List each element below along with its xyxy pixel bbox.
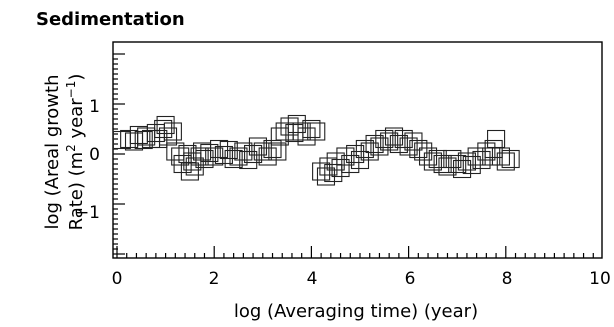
data-point-square — [129, 125, 148, 145]
data-point-square — [312, 162, 331, 181]
data-point-square — [275, 122, 294, 141]
data-point-square — [453, 159, 472, 179]
data-point-square — [389, 134, 408, 154]
x-axis-label: log (Averaging time) (year) — [234, 301, 478, 322]
data-point-square — [428, 149, 447, 169]
x-tick-label: 0 — [112, 269, 123, 289]
data-point-square — [409, 139, 428, 159]
data-point-square — [457, 152, 476, 171]
data-point-square — [248, 137, 267, 156]
y-axis-label-line1: log (Areal growth — [42, 75, 63, 230]
x-tick-label: 8 — [502, 269, 513, 289]
data-point-square — [280, 117, 299, 136]
data-point-square — [380, 132, 399, 151]
y-axis-label-line2: Rate) (m2 year−1) — [64, 74, 87, 231]
x-tick-label: 4 — [307, 269, 318, 289]
data-point-square — [302, 119, 321, 139]
x-tick-label: 2 — [209, 269, 220, 289]
data-point-square — [134, 130, 153, 150]
data-point-square — [331, 158, 350, 178]
data-point-square — [158, 127, 178, 146]
data-point-square — [394, 129, 413, 149]
data-point-square — [375, 129, 394, 149]
data-point-square — [180, 162, 199, 181]
data-point-square — [346, 144, 365, 164]
data-point-square — [185, 157, 204, 176]
data-point-square — [418, 147, 438, 166]
y-tick-label: 1 — [89, 97, 100, 117]
data-point-square — [166, 142, 185, 161]
data-point-square — [414, 142, 433, 161]
data-point-square — [297, 127, 316, 146]
data-point-square — [404, 132, 423, 151]
data-point-square — [370, 137, 389, 156]
data-point-square — [156, 115, 175, 135]
data-point-square — [229, 147, 248, 166]
data-point-square — [263, 139, 282, 159]
data-point-square — [292, 122, 311, 141]
y-tick-label: −1 — [75, 203, 100, 223]
data-point-square — [190, 147, 209, 166]
data-point-square — [360, 142, 379, 161]
data-point-square — [224, 149, 243, 169]
data-point-square — [200, 143, 219, 163]
data-point-square — [384, 127, 404, 146]
data-point-square — [365, 134, 384, 154]
data-point-square — [149, 129, 168, 149]
data-point-square — [326, 152, 345, 171]
x-tick-label: 10 — [589, 269, 611, 289]
data-point-square — [496, 152, 515, 171]
y-tick-label: 0 — [89, 145, 100, 165]
data-point-square — [154, 119, 173, 139]
data-point-square — [205, 147, 224, 166]
y-tick-labels: 1 0 −1 — [75, 97, 100, 223]
data-point-square — [210, 139, 229, 159]
chart-title: Sedimentation — [36, 9, 185, 30]
data-point-square — [319, 157, 338, 176]
data-point-square — [423, 152, 442, 171]
x-tick-labels: 0 2 4 6 8 10 — [112, 269, 611, 289]
data-point-square — [336, 147, 355, 166]
data-point-square — [491, 147, 510, 166]
plot-frame — [112, 41, 603, 259]
data-point-square — [258, 147, 277, 166]
data-point-square — [214, 145, 233, 165]
data-point-square — [270, 127, 289, 146]
data-point-square — [355, 139, 374, 159]
data-markers — [112, 114, 520, 186]
data-point-square — [244, 144, 263, 164]
data-point-square — [195, 149, 214, 169]
data-point-square — [501, 149, 520, 169]
data-point-square — [477, 142, 496, 161]
data-point-square — [268, 142, 287, 161]
data-point-square — [163, 122, 182, 141]
data-point-square — [399, 137, 418, 156]
data-point-square — [448, 154, 467, 174]
data-point-square — [341, 154, 360, 174]
data-point-square — [287, 114, 306, 134]
data-point-square — [438, 157, 457, 176]
data-point-square — [433, 154, 452, 174]
data-point-square — [307, 122, 326, 141]
x-tick-label: 6 — [405, 269, 416, 289]
axis-ticks — [113, 53, 594, 258]
data-point-square — [253, 142, 272, 161]
data-point-square — [443, 149, 462, 169]
data-point-square — [484, 139, 503, 159]
data-point-square — [171, 147, 190, 166]
